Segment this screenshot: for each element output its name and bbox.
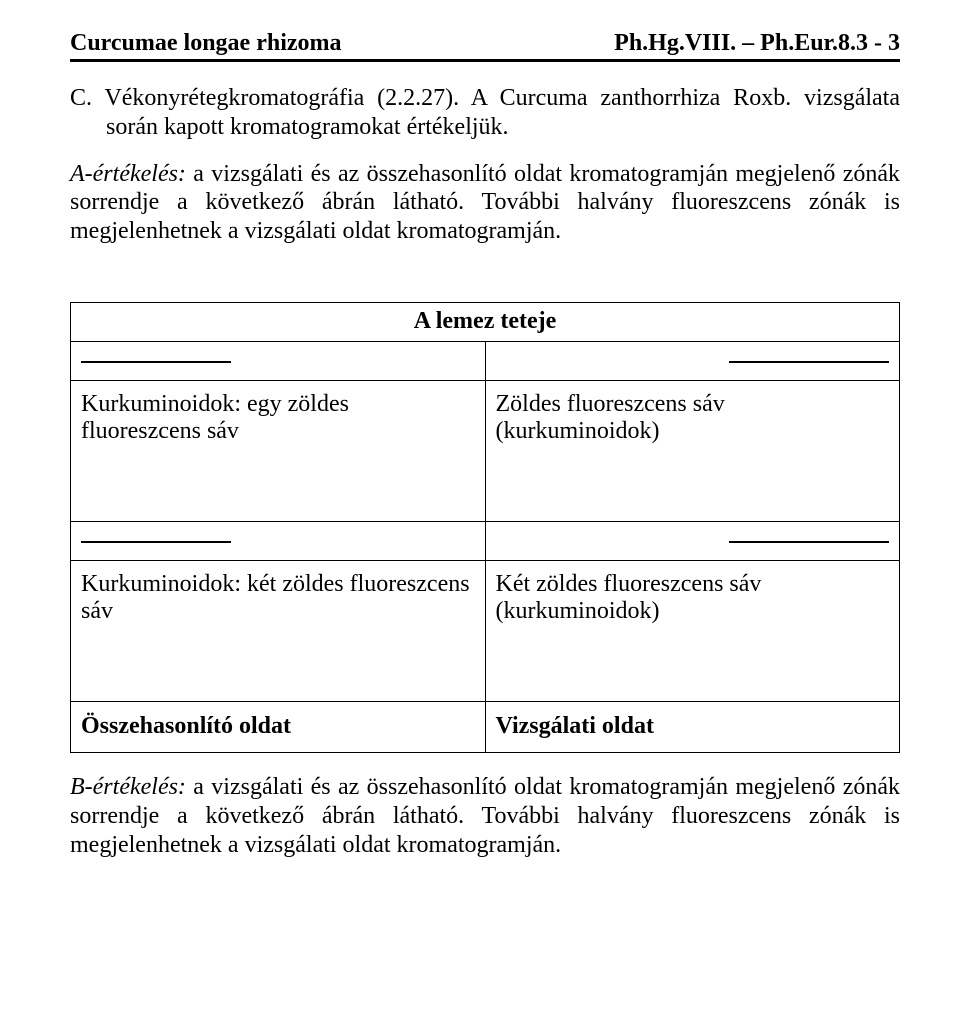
header-rule xyxy=(70,59,900,62)
tlc-row2-left: Kurkuminoidok: két zöldes fluoreszcens s… xyxy=(71,560,486,701)
tlc-row1-left: Kurkuminoidok: egy zöldes fluoreszcens s… xyxy=(71,380,486,521)
separator-line xyxy=(729,541,889,543)
a-eval-label: A-értékelés: xyxy=(70,161,186,187)
b-eval-text: a vizsgálati és az összehasonlító oldat … xyxy=(70,774,900,858)
a-eval-text: a vizsgálati és az összehasonlító oldat … xyxy=(70,161,900,245)
separator-line xyxy=(81,541,231,543)
tlc-footer-left: Összehasonlító oldat xyxy=(71,701,486,752)
tlc-row2-right: Két zöldes fluoreszcens sáv (kurkuminoid… xyxy=(485,560,900,701)
section-c: C. Vékonyrétegkromatográfia (2.2.27). A … xyxy=(70,84,900,142)
page-header: Curcumae longae rhizoma Ph.Hg.VIII. – Ph… xyxy=(70,30,900,57)
header-right: Ph.Hg.VIII. – Ph.Eur.8.3 - 3 xyxy=(614,30,900,57)
a-evaluation: A-értékelés: a vizsgálati és az összehas… xyxy=(70,160,900,246)
separator-line xyxy=(81,361,231,363)
tlc-spacer-right-1 xyxy=(485,341,900,380)
tlc-spacer-left-1 xyxy=(71,341,486,380)
tlc-table: A lemez teteje Kurkuminoidok: egy zöldes… xyxy=(70,302,900,753)
tlc-row1-right: Zöldes fluoreszcens sáv (kurkuminoidok) xyxy=(485,380,900,521)
tlc-footer-right: Vizsgálati oldat xyxy=(485,701,900,752)
section-c-text: Vékonyrétegkromatográfia (2.2.27). A Cur… xyxy=(92,85,900,140)
tlc-spacer-right-2 xyxy=(485,521,900,560)
tlc-spacer-left-2 xyxy=(71,521,486,560)
section-c-label: C. xyxy=(70,85,92,111)
b-eval-label: B-értékelés: xyxy=(70,774,186,800)
header-left: Curcumae longae rhizoma xyxy=(70,30,342,57)
tlc-top-title: A lemez teteje xyxy=(71,302,900,341)
separator-line xyxy=(729,361,889,363)
b-evaluation: B-értékelés: a vizsgálati és az összehas… xyxy=(70,773,900,859)
